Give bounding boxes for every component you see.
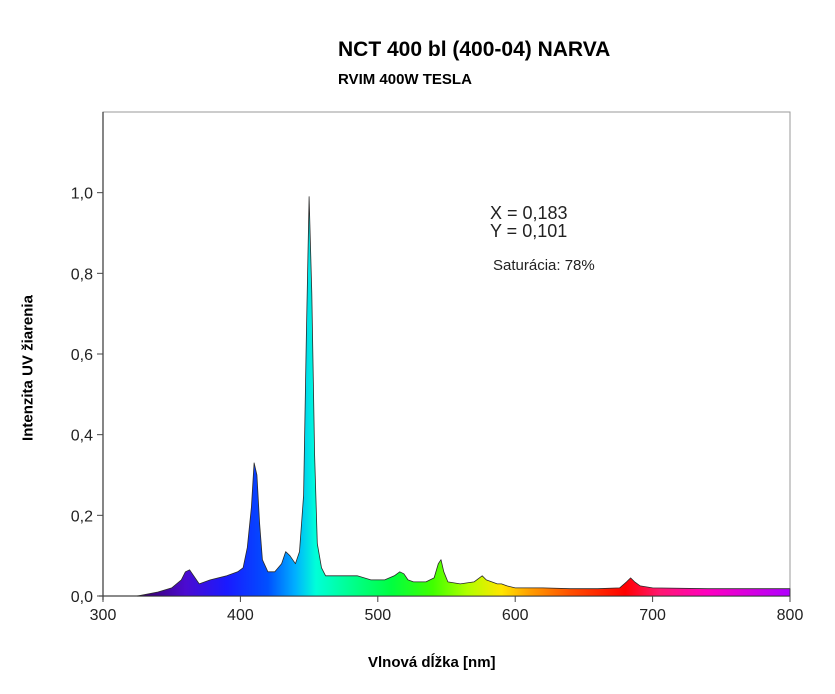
y-axis-label: Intenzita UV žiarenia <box>19 295 37 441</box>
x-tick-label: 400 <box>227 607 254 624</box>
axes-group <box>99 111 791 600</box>
annotation-x: X = 0,183 <box>490 203 568 223</box>
x-tick-label: 600 <box>502 607 529 624</box>
x-tick-label: 300 <box>90 607 117 624</box>
y-tick-label: 0,8 <box>71 266 93 283</box>
annotation-saturation: Saturácia: 78% <box>493 257 595 274</box>
x-tick-label: 700 <box>639 607 666 624</box>
y-tick-label: 1,0 <box>71 186 93 203</box>
chart-title: NCT 400 bl (400-04) NARVA <box>338 38 611 61</box>
data-group <box>136 196 791 597</box>
annotation-y: Y = 0,101 <box>490 221 567 241</box>
chart-subtitle: RVIM 400W TESLA <box>338 71 472 88</box>
y-tick-label: 0,4 <box>71 428 93 445</box>
y-tick-label: 0,0 <box>71 589 93 606</box>
tick-group: 300 400 500 600 700 800 0,0 0,2 0,4 0,6 0,8 1,0 <box>71 186 804 624</box>
x-tick-label: 500 <box>364 607 391 624</box>
x-axis-label: Vlnová dĺžka [nm] <box>368 654 496 671</box>
spectrum-area <box>136 196 791 597</box>
x-tick-label: 800 <box>777 607 804 624</box>
plot-frame <box>102 111 791 597</box>
y-tick-label: 0,6 <box>71 347 93 364</box>
y-tick-label: 0,2 <box>71 508 93 525</box>
annotation-group: X = 0,183 Y = 0,101 Saturácia: 78% <box>490 203 595 274</box>
